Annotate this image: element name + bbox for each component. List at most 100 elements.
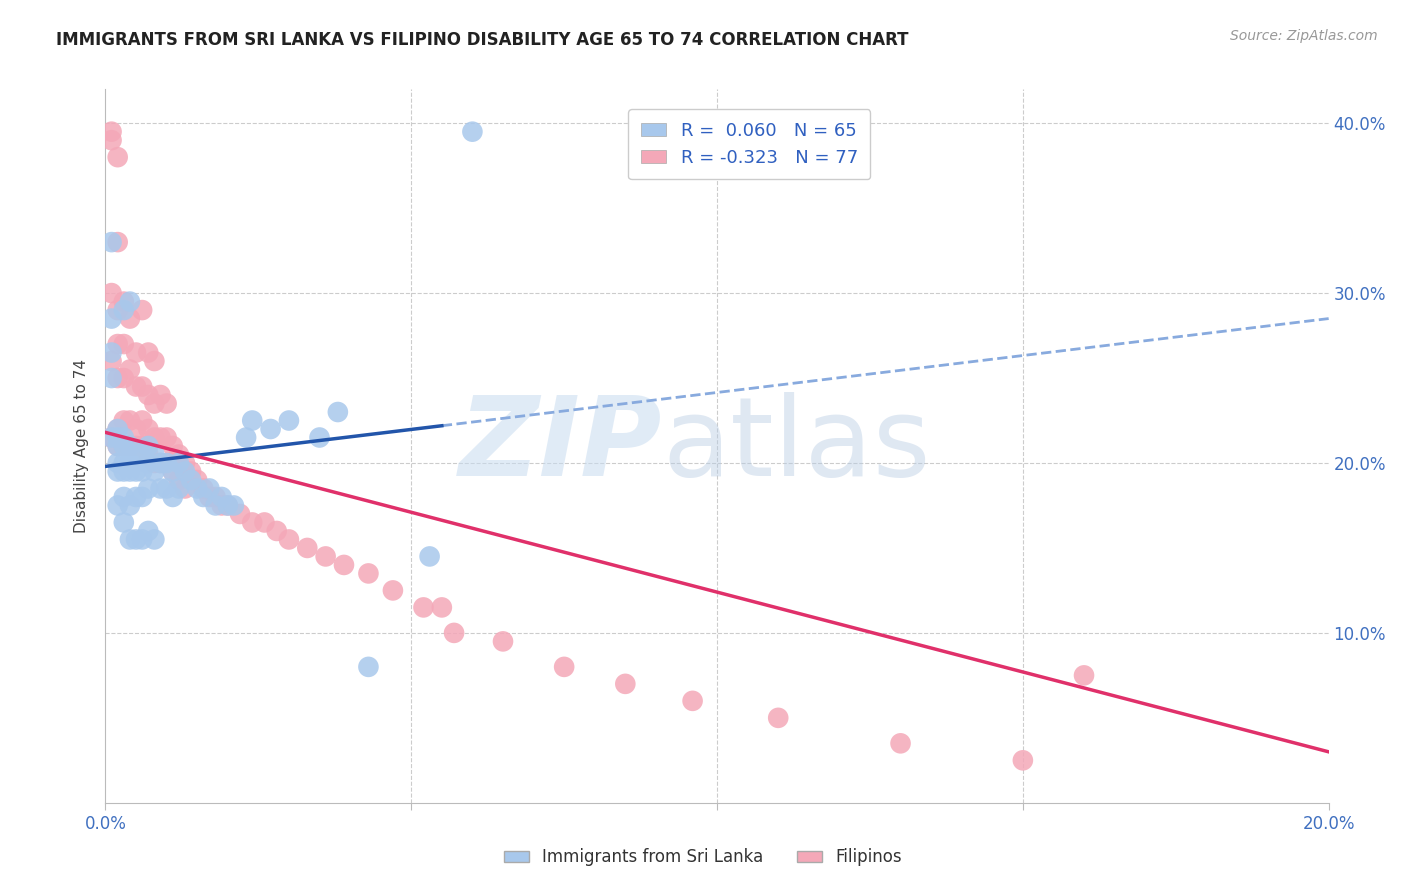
Point [240,413,263,427]
Point [167,448,190,462]
Point [149,456,172,470]
Point [553,660,575,674]
Legend: R =  0.060   N = 65, R = -0.323   N = 77: R = 0.060 N = 65, R = -0.323 N = 77 [628,109,870,179]
Point [143,448,166,462]
Point [143,354,166,368]
Point [125,439,148,453]
Point [107,337,129,351]
Point [253,516,276,530]
Point [143,533,166,547]
Point [136,524,159,538]
Point [162,439,184,453]
Point [131,490,153,504]
Point [186,473,208,487]
Point [430,600,453,615]
Point [118,499,141,513]
Text: ZIP: ZIP [458,392,662,500]
Point [125,448,148,462]
Point [229,507,252,521]
Point [162,465,184,479]
Point [492,634,515,648]
Point [107,430,129,444]
Point [614,677,637,691]
Point [118,465,141,479]
Point [100,345,122,359]
Point [419,549,441,564]
Point [100,354,122,368]
Point [155,396,177,410]
Point [768,711,790,725]
Point [125,422,148,436]
Point [278,533,301,547]
Point [118,533,141,547]
Point [107,439,129,453]
Point [167,482,190,496]
Point [162,465,184,479]
Point [143,465,166,479]
Point [198,490,221,504]
Point [100,286,122,301]
Point [125,345,148,359]
Point [136,448,159,462]
Text: IMMIGRANTS FROM SRI LANKA VS FILIPINO DISABILITY AGE 65 TO 74 CORRELATION CHART: IMMIGRANTS FROM SRI LANKA VS FILIPINO DI… [56,31,908,49]
Point [125,379,148,393]
Point [107,422,129,436]
Point [266,524,288,538]
Point [357,660,380,674]
Point [118,439,141,453]
Point [136,456,159,470]
Point [112,337,135,351]
Text: Source: ZipAtlas.com: Source: ZipAtlas.com [1230,29,1378,43]
Point [149,430,172,444]
Point [112,439,135,453]
Point [174,456,197,470]
Point [131,303,153,318]
Point [308,430,330,444]
Point [204,499,226,513]
Point [107,456,129,470]
Point [193,490,215,504]
Point [326,405,349,419]
Point [112,439,135,453]
Point [107,465,129,479]
Point [131,465,153,479]
Point [107,371,129,385]
Point [131,448,153,462]
Point [412,600,434,615]
Point [1073,668,1095,682]
Point [889,736,911,750]
Point [112,465,135,479]
Point [131,439,153,453]
Point [180,473,202,487]
Point [155,430,177,444]
Point [131,379,153,393]
Point [112,413,135,427]
Point [167,473,190,487]
Point [100,430,122,444]
Point [100,430,122,444]
Point [235,430,257,444]
Point [107,499,129,513]
Point [118,362,141,376]
Point [180,465,202,479]
Point [100,125,122,139]
Point [100,235,122,249]
Point [100,133,122,147]
Point [107,150,129,164]
Point [333,558,356,572]
Point [211,490,233,504]
Point [461,125,484,139]
Point [149,456,172,470]
Point [149,482,172,496]
Point [682,694,704,708]
Point [118,311,141,326]
Point [136,439,159,453]
Point [381,583,404,598]
Point [136,422,159,436]
Text: atlas: atlas [662,392,931,500]
Point [315,549,337,564]
Point [297,541,319,555]
Point [100,311,122,326]
Point [240,516,263,530]
Point [357,566,380,581]
